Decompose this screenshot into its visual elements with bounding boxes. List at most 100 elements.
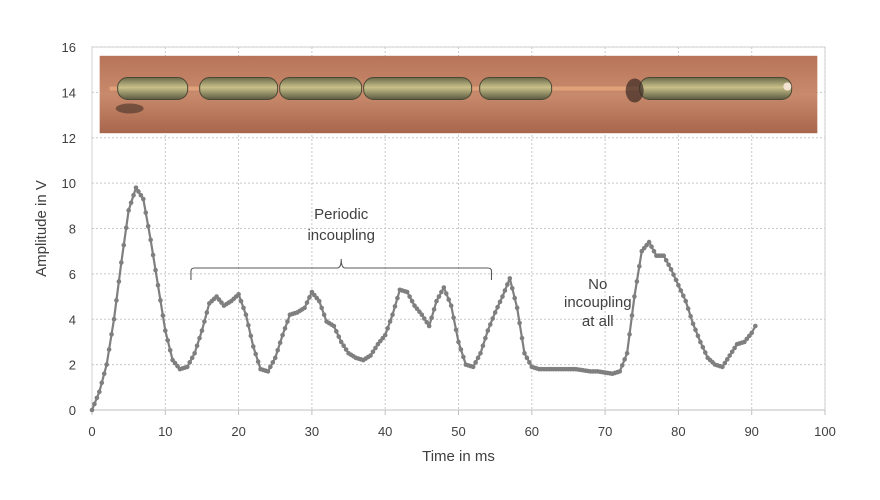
data-point [490, 316, 496, 321]
data-point [702, 350, 708, 355]
data-point [248, 333, 254, 339]
x-tick-label: 60 [525, 424, 539, 439]
data-point [119, 260, 124, 265]
data-point [668, 267, 674, 272]
data-point [749, 330, 754, 336]
data-point [439, 289, 444, 295]
data-point [637, 264, 642, 269]
data-point [729, 349, 735, 355]
data-point [236, 291, 241, 297]
x-tick-label: 40 [378, 424, 392, 439]
data-point [204, 310, 210, 315]
data-point [331, 323, 337, 329]
data-point [680, 293, 686, 299]
data-point [404, 289, 410, 295]
data-point [94, 395, 100, 401]
data-point [265, 369, 271, 374]
data-point [153, 267, 158, 273]
data-point [436, 294, 442, 299]
data-point [619, 363, 625, 368]
data-point [522, 350, 527, 356]
data-point [321, 312, 327, 318]
data-point [429, 315, 434, 321]
data-point [446, 297, 452, 302]
data-point [434, 298, 439, 304]
data-point [505, 282, 510, 287]
data-point [663, 257, 669, 263]
data-point [695, 333, 701, 339]
data-point [690, 321, 696, 327]
data-point [121, 242, 127, 248]
data-point [336, 334, 342, 339]
data-point [473, 360, 478, 365]
data-point [89, 407, 95, 413]
data-point [123, 225, 129, 231]
data-point [524, 355, 530, 361]
data-point [272, 355, 278, 361]
data-point [143, 210, 149, 215]
data-point [253, 351, 258, 357]
annotation-label: Periodic [314, 206, 369, 223]
data-point [720, 364, 725, 370]
data-point [158, 298, 163, 303]
x-tick-label: 10 [158, 424, 172, 439]
x-axis-title: Time in ms [422, 448, 495, 465]
data-point [419, 312, 425, 318]
y-tick-label: 4 [69, 312, 76, 327]
data-point [280, 332, 285, 338]
y-tick-label: 12 [62, 131, 76, 146]
data-point [683, 298, 689, 304]
data-point [150, 252, 156, 258]
axes: 0 10 20 30 40 50 60 70 80 90 100 0 2 4 6 8 10 12 14 16 Tim… [33, 40, 836, 465]
data-point [192, 350, 197, 356]
data-point [202, 319, 207, 324]
data-point [116, 279, 122, 284]
y-tick-label: 2 [69, 358, 76, 373]
data-point [685, 306, 691, 311]
data-point [634, 279, 640, 284]
data-point [470, 364, 476, 370]
data-point [678, 288, 684, 293]
data-point [395, 295, 400, 301]
data-point [101, 371, 107, 377]
data-point [487, 322, 493, 327]
data-point [238, 298, 244, 304]
data-point [424, 319, 430, 325]
data-point [197, 335, 202, 341]
data-point [250, 344, 256, 349]
x-tick-label: 20 [231, 424, 245, 439]
data-point [732, 345, 737, 351]
x-tick-label: 0 [88, 424, 95, 439]
data-point [246, 323, 251, 328]
data-point [651, 248, 657, 254]
y-tick-label: 6 [69, 267, 76, 282]
data-point [114, 298, 119, 303]
data-point [387, 319, 393, 324]
data-point [104, 362, 109, 367]
photo-weld-bead [117, 77, 189, 101]
data-point [500, 294, 505, 299]
data-point [341, 343, 346, 349]
annotation-label: incoupling [564, 294, 632, 311]
data-point [617, 369, 623, 374]
data-point [163, 328, 168, 333]
data-point [480, 343, 486, 349]
data-point [753, 323, 758, 329]
data-point [316, 298, 322, 304]
annotation-no-incoupling: No incoupling at all [564, 276, 632, 330]
data-point [461, 354, 466, 360]
data-point [492, 310, 498, 315]
data-point [475, 355, 481, 361]
data-point [646, 239, 652, 245]
data-point [141, 196, 146, 202]
data-point [148, 237, 153, 243]
data-point [307, 295, 312, 300]
data-point [514, 305, 520, 311]
data-point [502, 288, 508, 293]
data-point [277, 340, 283, 345]
data-point [373, 345, 378, 351]
photo-weld-bead [363, 77, 473, 101]
data-point [426, 323, 432, 329]
data-point [126, 208, 131, 213]
photo-weld-bead [199, 77, 279, 101]
